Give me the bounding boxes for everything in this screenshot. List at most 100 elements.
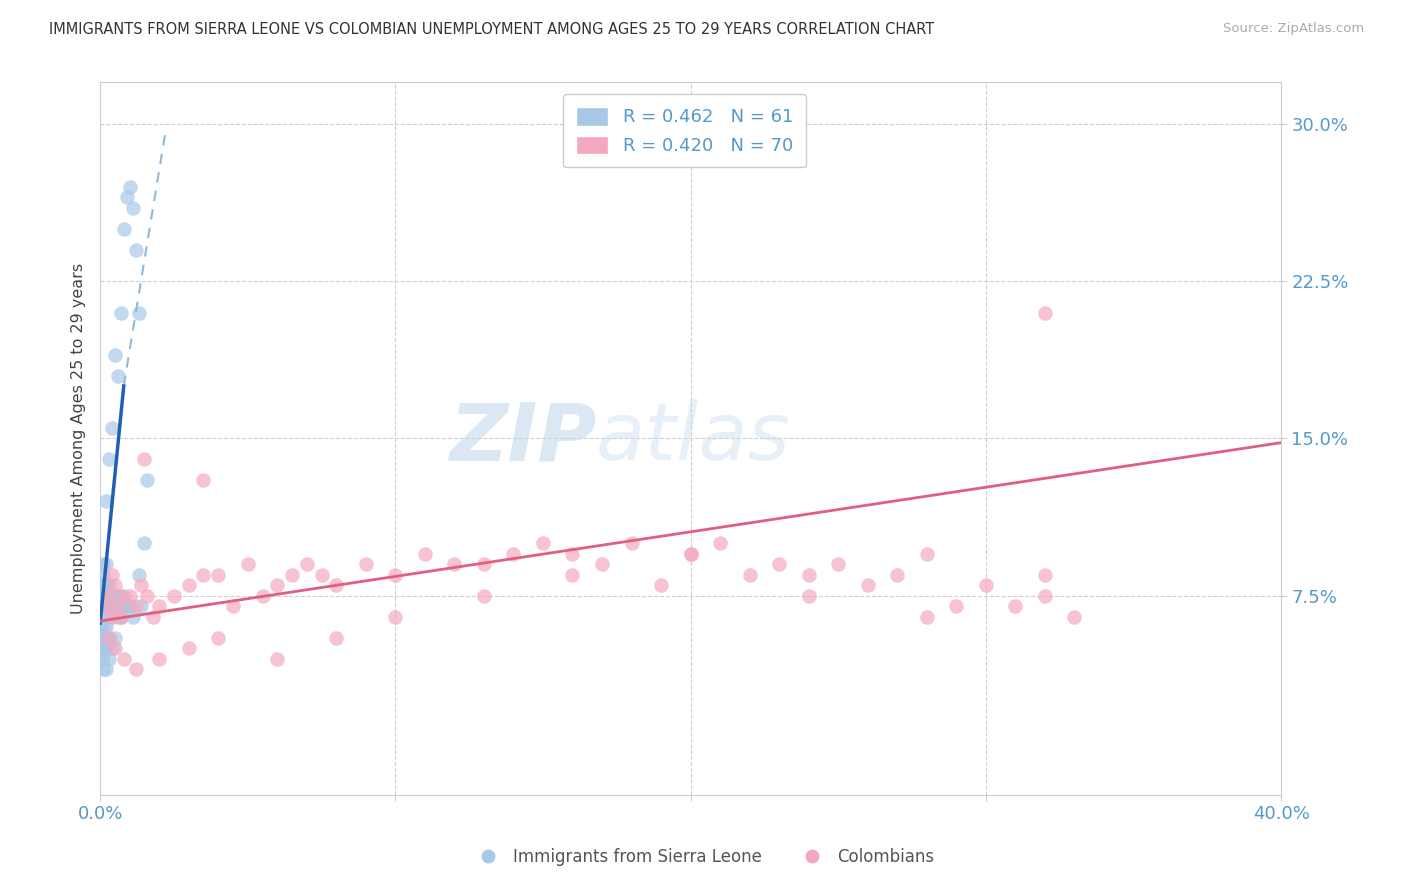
Point: [98, 631, 121, 645]
Point: [591, 558, 613, 572]
Point: [89, 599, 111, 614]
Point: [207, 567, 229, 582]
Point: [107, 599, 129, 614]
Point: [94, 578, 117, 592]
Point: [797, 589, 820, 603]
Point: [98, 452, 121, 467]
Point: [98, 589, 121, 603]
Point: [325, 578, 347, 592]
Point: [384, 567, 406, 582]
Point: [502, 547, 524, 561]
Point: [98, 589, 121, 603]
Point: [768, 558, 790, 572]
Text: Source: ZipAtlas.com: Source: ZipAtlas.com: [1223, 22, 1364, 36]
Point: [89, 609, 111, 624]
Point: [91, 620, 114, 634]
Point: [797, 567, 820, 582]
Point: [101, 609, 124, 624]
Point: [91, 609, 114, 624]
Point: [91, 578, 114, 592]
Point: [91, 599, 114, 614]
Point: [104, 631, 127, 645]
Point: [443, 558, 465, 572]
Point: [281, 567, 304, 582]
Point: [177, 578, 200, 592]
Point: [112, 589, 135, 603]
Point: [104, 641, 127, 656]
Point: [738, 567, 761, 582]
Point: [104, 578, 127, 592]
Point: [118, 179, 141, 194]
Point: [650, 578, 672, 592]
Point: [91, 631, 114, 645]
Point: [679, 547, 702, 561]
Point: [89, 589, 111, 603]
Point: [134, 452, 156, 467]
Point: [110, 305, 132, 319]
Point: [115, 190, 138, 204]
Point: [118, 589, 141, 603]
Point: [295, 558, 318, 572]
Point: [101, 589, 124, 603]
Point: [121, 201, 143, 215]
Point: [131, 578, 153, 592]
Point: [472, 558, 495, 572]
Point: [124, 243, 146, 257]
Point: [94, 494, 117, 508]
Point: [561, 567, 583, 582]
Point: [101, 609, 124, 624]
Point: [91, 589, 114, 603]
Point: [98, 599, 121, 614]
Point: [142, 609, 165, 624]
Point: [91, 558, 114, 572]
Point: [207, 631, 229, 645]
Point: [148, 599, 170, 614]
Point: [856, 578, 879, 592]
Point: [89, 631, 111, 645]
Point: [472, 589, 495, 603]
Point: [148, 651, 170, 665]
Point: [110, 589, 132, 603]
Point: [222, 599, 245, 614]
Point: [118, 599, 141, 614]
Point: [709, 536, 731, 550]
Point: [136, 589, 159, 603]
Point: [413, 547, 436, 561]
Point: [128, 305, 150, 319]
Point: [98, 631, 121, 645]
Point: [112, 599, 135, 614]
Point: [252, 589, 274, 603]
Point: [886, 567, 908, 582]
Point: [177, 641, 200, 656]
Point: [107, 368, 129, 383]
Point: [561, 547, 583, 561]
Point: [94, 620, 117, 634]
Point: [104, 348, 127, 362]
Point: [128, 567, 150, 582]
Point: [98, 578, 121, 592]
Point: [115, 599, 138, 614]
Point: [94, 599, 117, 614]
Point: [94, 641, 117, 656]
Point: [131, 599, 153, 614]
Point: [974, 578, 997, 592]
Point: [124, 662, 146, 676]
Point: [121, 609, 143, 624]
Point: [134, 536, 156, 550]
Point: [89, 651, 111, 665]
Point: [94, 558, 117, 572]
Point: [98, 651, 121, 665]
Text: IMMIGRANTS FROM SIERRA LEONE VS COLOMBIAN UNEMPLOYMENT AMONG AGES 25 TO 29 YEARS: IMMIGRANTS FROM SIERRA LEONE VS COLOMBIA…: [49, 22, 935, 37]
Point: [163, 589, 186, 603]
Point: [325, 631, 347, 645]
Point: [1033, 567, 1056, 582]
Point: [104, 599, 127, 614]
Point: [1063, 609, 1085, 624]
Point: [827, 558, 849, 572]
Point: [384, 609, 406, 624]
Point: [679, 547, 702, 561]
Legend: Immigrants from Sierra Leone, Colombians: Immigrants from Sierra Leone, Colombians: [465, 842, 941, 873]
Point: [89, 620, 111, 634]
Point: [266, 578, 288, 592]
Point: [915, 609, 938, 624]
